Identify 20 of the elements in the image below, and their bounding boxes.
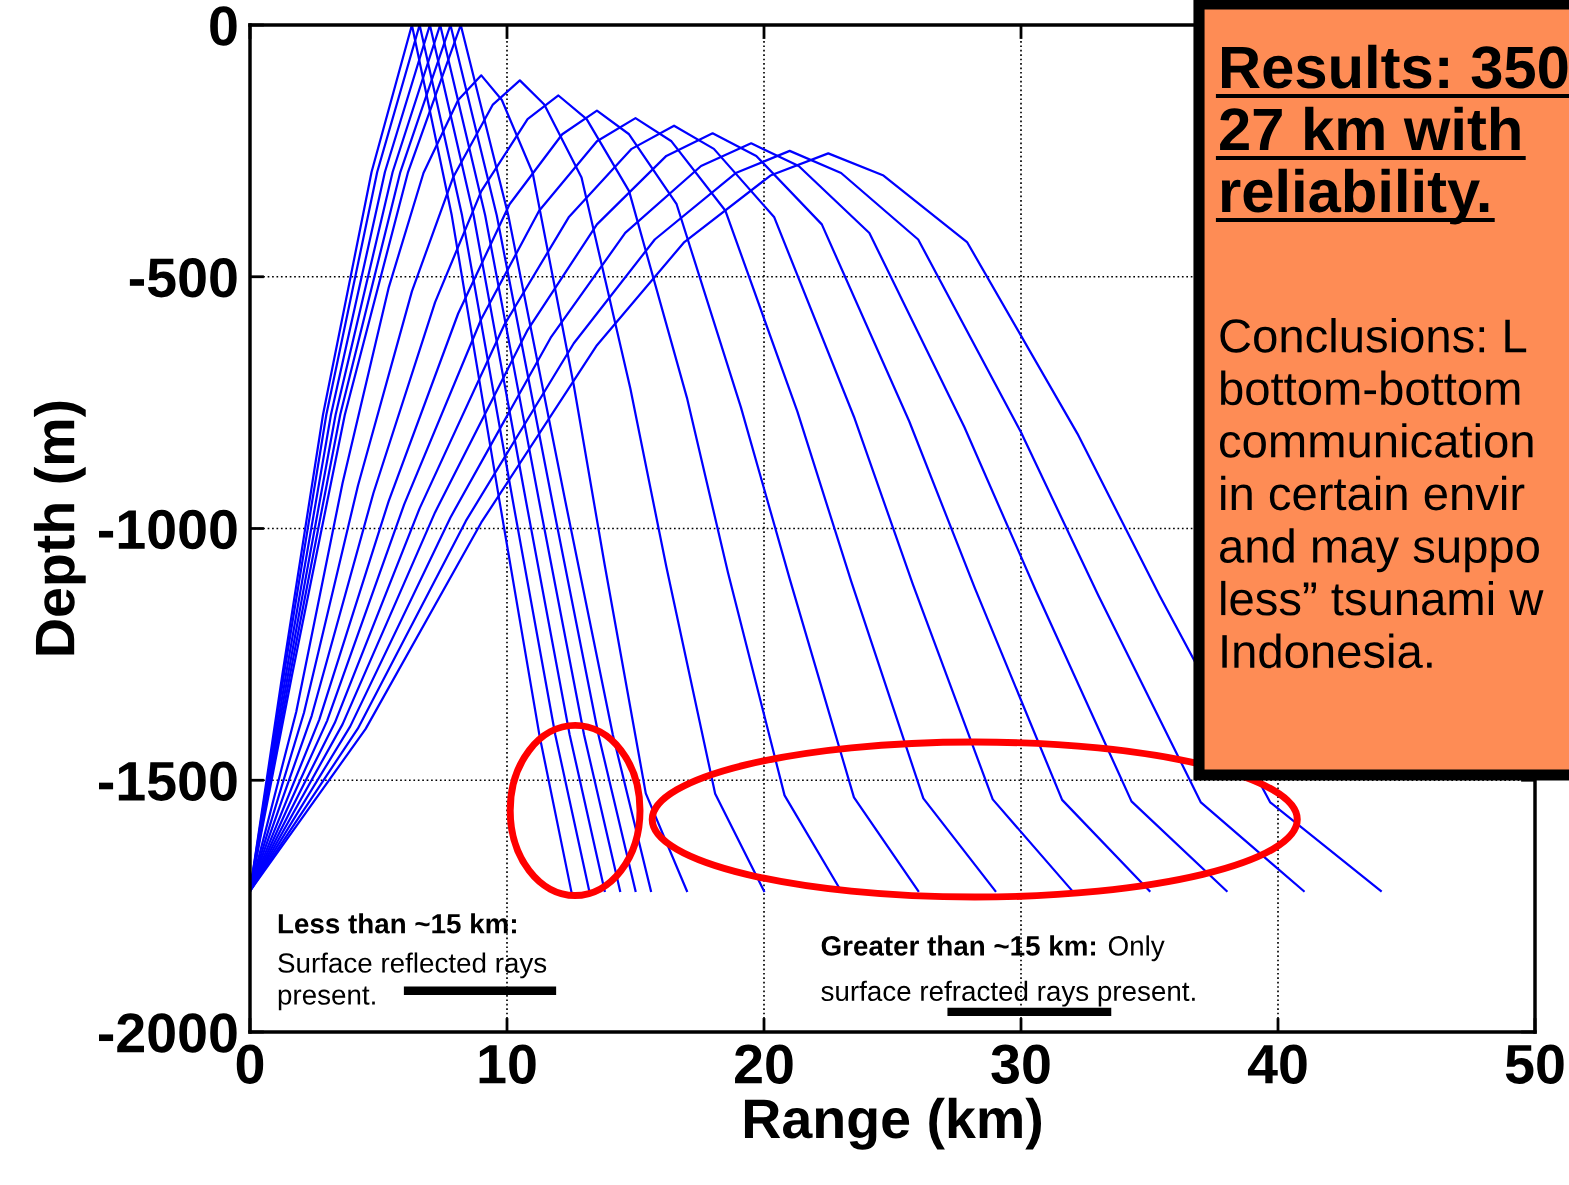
x-tick-label: 30: [991, 1044, 1050, 1084]
x-tick-label: 50: [1505, 1044, 1564, 1084]
annotation: Conclusions: L bottom-bottom communication in certain envir and may suppo less” tsunami w Indonesia.: [1220, 318, 1544, 669]
x-tick-label: 20: [735, 1044, 793, 1084]
y-tick-label: -2000: [98, 1013, 237, 1053]
annotation: Only: [1108, 935, 1165, 962]
annotation: surface refracted rays present.: [821, 980, 1195, 1007]
x-tick-label: 0: [236, 1044, 264, 1084]
y-axis-title: Depth (m): [33, 401, 86, 655]
x-axis-title: Range (km): [744, 1097, 1041, 1150]
y-tick-label: 0: [210, 6, 237, 46]
x-tick-label: 10: [479, 1044, 536, 1084]
y-tick-label: -1000: [98, 509, 237, 550]
annotation: Results: 350 27 km with reliability.: [1220, 44, 1568, 225]
y-tick-label: -500: [129, 258, 237, 298]
annotation: Greater than ~15 km:: [821, 935, 1095, 956]
x-tick-label: 40: [1247, 1044, 1307, 1084]
annotation: Surface reflected rays present.: [278, 952, 547, 1011]
y-tick-label: -1500: [98, 761, 237, 801]
annotation: Less than ~15 km:: [278, 913, 516, 934]
